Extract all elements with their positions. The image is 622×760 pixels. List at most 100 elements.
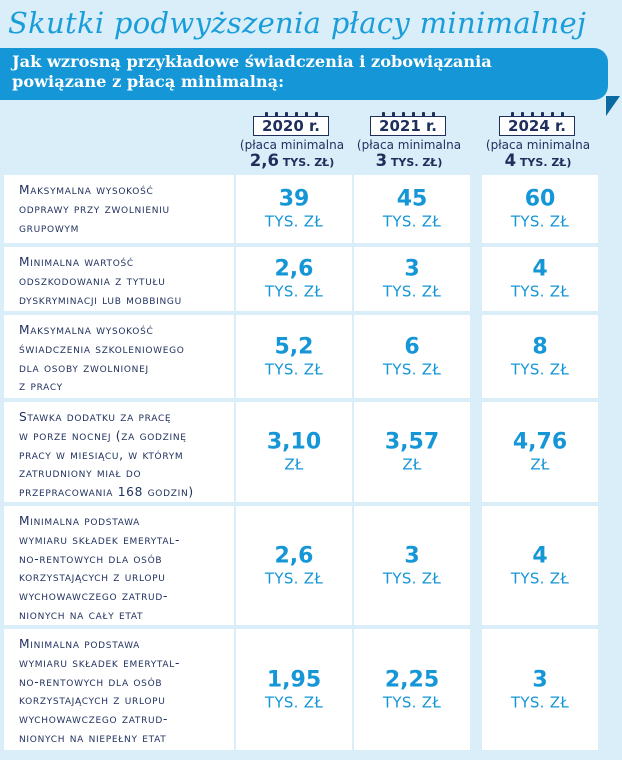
value-cell: 3 TYS. ZŁ	[354, 247, 470, 311]
value-cell: 3 TYS. ZŁ	[354, 506, 470, 625]
row-label-line: wymiaru składek emerytal-	[19, 532, 181, 547]
row-label-line: nionych na niepełny etat	[19, 730, 167, 745]
row-label-night-work: Stawka dodatku za pracę w porze nocnej (…	[4, 402, 234, 502]
year-note-2020: (płaca minimalna 2,6 TYS. ZŁ)	[232, 138, 352, 170]
value-unit: TYS. ZŁ	[510, 360, 570, 378]
banner-fold	[606, 96, 620, 116]
value-unit: TYS. ZŁ	[264, 282, 324, 301]
row-label-line: z pracy	[19, 379, 63, 394]
row-label-line: dla osoby zwolnionej	[19, 360, 149, 375]
value-unit: TYS. ZŁ	[382, 212, 442, 231]
row-label-contribution-part-time: Minimalna podstawa wymiaru składek emery…	[4, 629, 234, 750]
value-unit: ZŁ	[284, 455, 304, 474]
value-number: 2,25	[384, 667, 440, 692]
row-label-severance: Maksymalna wysokość odprawy przy zwolnie…	[4, 175, 234, 243]
row-label-line: wymiaru składek emerytal-	[19, 655, 181, 670]
value-number: 45	[396, 186, 428, 212]
row-label-line: Minimalna podstawa	[19, 637, 141, 651]
row-label-line: grupowym	[19, 220, 80, 235]
page-title: Skutki podwyższenia płacy minimalnej	[8, 6, 587, 40]
row-label-line: wychowawczego zatrud-	[19, 589, 169, 604]
year-amount-unit: TYS. ZŁ)	[282, 156, 335, 169]
value-cell: 5,2 TYS. ZŁ	[236, 315, 352, 398]
value-cell: 4 TYS. ZŁ	[482, 247, 598, 311]
year-label: 2024 r.	[499, 116, 575, 136]
value-number: 39	[278, 186, 310, 212]
year-header-2021: 2021 r.	[370, 112, 448, 136]
value-number: 3	[404, 256, 420, 282]
row-label-line: no-rentowych dla osób	[19, 551, 163, 566]
year-header-2024: 2024 r.	[499, 112, 577, 136]
value-number: 4	[532, 543, 548, 568]
value-number: 3	[532, 667, 548, 692]
year-amount-unit: TYS. ZŁ)	[390, 156, 443, 169]
value-number: 1,95	[266, 667, 322, 692]
row-label-line: Minimalna wartość	[19, 255, 134, 269]
year-note-2024: (płaca minimalna 4 TYS. ZŁ)	[478, 138, 598, 170]
value-number: 2,6	[274, 543, 314, 568]
row-label-compensation: Minimalna wartość odszkodowania z tytułu…	[4, 247, 234, 311]
row-label-line: wychowawczego zatrud-	[19, 712, 169, 727]
value-number: 3	[404, 543, 420, 568]
year-note-text: (płaca minimalna	[485, 138, 591, 152]
row-label-line: Minimalna podstawa	[19, 514, 141, 528]
value-cell: 1,95 TYS. ZŁ	[236, 629, 352, 750]
value-unit: TYS. ZŁ	[264, 212, 324, 231]
row-label-line: odszkodowania z tytułu	[19, 273, 166, 288]
value-unit: TYS. ZŁ	[382, 360, 442, 378]
year-header-2020: 2020 r.	[253, 112, 331, 136]
value-unit: TYS. ZŁ	[382, 569, 442, 587]
value-cell: 2,6 TYS. ZŁ	[236, 506, 352, 625]
value-cell: 4,76 ZŁ	[482, 402, 598, 502]
value-cell: 3 TYS. ZŁ	[482, 629, 598, 750]
value-number: 3,10	[266, 429, 322, 455]
value-unit: ZŁ	[530, 455, 550, 474]
value-number: 60	[524, 186, 556, 212]
row-label-line: w porze nocnej (za godzinę	[19, 428, 187, 443]
subtitle-line: Jak wzrosną przykładowe świadczenia i zo…	[12, 52, 492, 71]
value-number: 2,6	[274, 256, 314, 282]
row-label-line: no-rentowych dla osób	[19, 674, 163, 689]
row-label-line: przepracowania 168 godzin)	[19, 485, 194, 500]
value-unit: TYS. ZŁ	[510, 569, 570, 587]
row-label-line: dyskryminacji lub mobbingu	[19, 292, 182, 307]
row-label-contribution-full-time: Minimalna podstawa wymiaru składek emery…	[4, 506, 234, 625]
value-cell: 45 TYS. ZŁ	[354, 175, 470, 243]
value-number: 4	[532, 256, 548, 282]
year-amount: 3	[375, 151, 388, 170]
year-note-text: (płaca minimalna	[239, 138, 345, 152]
value-unit: TYS. ZŁ	[264, 693, 324, 711]
row-label-training-benefit: Maksymalna wysokość świadczenia szkoleni…	[4, 315, 234, 398]
value-number: 4,76	[512, 429, 568, 455]
row-label-line: Maksymalna wysokość	[19, 323, 154, 337]
subtitle-line: powiązane z płacą minimalną:	[12, 72, 285, 91]
value-cell: 3,57 ZŁ	[354, 402, 470, 502]
year-note-text: (płaca minimalna	[356, 138, 462, 152]
value-number: 5,2	[274, 334, 314, 359]
value-cell: 39 TYS. ZŁ	[236, 175, 352, 243]
value-cell: 4 TYS. ZŁ	[482, 506, 598, 625]
value-unit: ZŁ	[402, 455, 422, 474]
value-unit: TYS. ZŁ	[510, 693, 570, 711]
year-amount: 2,6	[249, 151, 279, 170]
year-amount: 4	[504, 151, 517, 170]
value-number: 3,57	[384, 429, 440, 455]
year-label: 2021 r.	[370, 116, 446, 136]
value-cell: 3,10 ZŁ	[236, 402, 352, 502]
row-label-line: pracy w miesiącu, w którym	[19, 447, 184, 462]
row-label-line: korzystających z urlopu	[19, 570, 166, 585]
row-label-line: nionych na cały etat	[19, 607, 144, 622]
row-label-line: odprawy przy zwolnieniu	[19, 201, 170, 216]
subtitle-text: Jak wzrosną przykładowe świadczenia i zo…	[12, 52, 492, 92]
value-cell: 2,6 TYS. ZŁ	[236, 247, 352, 311]
value-unit: TYS. ZŁ	[382, 693, 442, 711]
year-label: 2020 r.	[253, 116, 329, 136]
subtitle-banner: Jak wzrosną przykładowe świadczenia i zo…	[0, 48, 608, 100]
value-number: 8	[532, 334, 548, 359]
value-unit: TYS. ZŁ	[264, 569, 324, 587]
value-cell: 2,25 TYS. ZŁ	[354, 629, 470, 750]
value-unit: TYS. ZŁ	[510, 282, 570, 301]
value-cell: 60 TYS. ZŁ	[482, 175, 598, 243]
row-label-line: Maksymalna wysokość	[19, 183, 154, 197]
value-unit: TYS. ZŁ	[264, 360, 324, 378]
